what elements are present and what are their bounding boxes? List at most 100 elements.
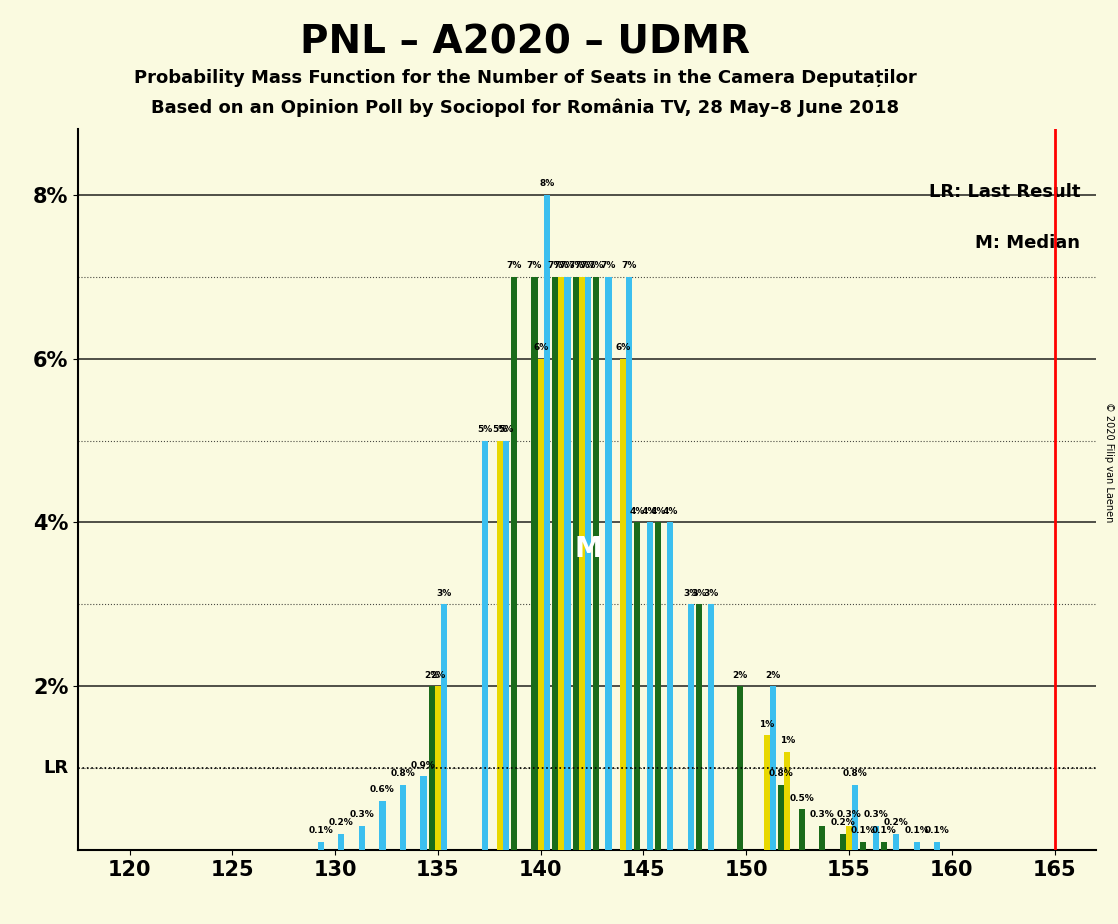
Bar [893,833,899,850]
Text: 0.3%: 0.3% [863,810,888,819]
Bar [667,522,673,850]
Text: 0.8%: 0.8% [390,769,416,778]
Text: 0.8%: 0.8% [769,769,794,778]
Text: 1%: 1% [759,720,775,729]
Bar [359,825,364,850]
Text: 4%: 4% [642,507,657,516]
Text: 6%: 6% [533,343,548,352]
Bar [420,776,427,850]
Bar [496,441,503,850]
Text: 0.1%: 0.1% [925,826,950,835]
Bar [428,687,435,850]
Bar [819,825,825,850]
Bar [440,604,447,850]
Bar [503,441,509,850]
Text: 3%: 3% [703,589,719,598]
Text: M: Median: M: Median [975,234,1080,252]
Text: 4%: 4% [651,507,665,516]
Text: 1%: 1% [779,736,795,746]
Bar [646,522,653,850]
Text: 5%: 5% [499,425,513,434]
Bar [861,842,866,850]
Text: 0.2%: 0.2% [831,818,855,827]
Bar [558,277,565,850]
Bar [511,277,517,850]
Text: 0.1%: 0.1% [904,826,929,835]
Bar [585,277,591,850]
Text: PNL – A2020 – UDMR: PNL – A2020 – UDMR [301,23,750,61]
Bar [913,842,920,850]
Text: 7%: 7% [580,261,596,270]
Text: 7%: 7% [588,261,604,270]
Text: 4%: 4% [663,507,678,516]
Bar [339,833,344,850]
Text: 0.8%: 0.8% [843,769,868,778]
Text: 2%: 2% [424,671,439,680]
Text: 0.2%: 0.2% [884,818,909,827]
Bar [565,277,570,850]
Text: 0.3%: 0.3% [809,810,835,819]
Text: 6%: 6% [615,343,631,352]
Text: 2%: 2% [430,671,446,680]
Text: 7%: 7% [575,261,589,270]
Text: M: M [575,535,601,564]
Bar [579,277,585,850]
Bar [655,522,661,850]
Bar [594,277,599,850]
Bar [695,604,702,850]
Bar [840,833,846,850]
Text: 7%: 7% [568,261,584,270]
Bar [606,277,612,850]
Bar [572,277,579,850]
Bar [435,687,440,850]
Bar [770,687,776,850]
Bar [538,359,543,850]
Text: 0.6%: 0.6% [370,785,395,795]
Text: 0.1%: 0.1% [851,826,875,835]
Text: 5%: 5% [492,425,508,434]
Text: 7%: 7% [600,261,616,270]
Bar [400,784,406,850]
Text: 0.1%: 0.1% [309,826,333,835]
Text: 7%: 7% [527,261,542,270]
Bar [543,195,550,850]
Text: 3%: 3% [436,589,452,598]
Bar [552,277,558,850]
Bar [688,604,694,850]
Text: 7%: 7% [548,261,562,270]
Bar [318,842,324,850]
Text: 2%: 2% [732,671,748,680]
Bar [737,687,743,850]
Bar [531,277,538,850]
Bar [708,604,714,850]
Bar [935,842,940,850]
Text: © 2020 Filip van Laenen: © 2020 Filip van Laenen [1105,402,1114,522]
Bar [852,784,859,850]
Text: 0.3%: 0.3% [350,810,375,819]
Text: Based on an Opinion Poll by Sociopol for România TV, 28 May–8 June 2018: Based on an Opinion Poll by Sociopol for… [151,99,900,117]
Text: 0.1%: 0.1% [872,826,897,835]
Text: 5%: 5% [477,425,493,434]
Text: 0.5%: 0.5% [789,794,814,803]
Text: 7%: 7% [560,261,575,270]
Text: 0.9%: 0.9% [411,760,436,770]
Bar [798,809,805,850]
Bar [482,441,489,850]
Text: 7%: 7% [553,261,569,270]
Bar [379,801,386,850]
Bar [626,277,632,850]
Text: 7%: 7% [622,261,637,270]
Bar [778,784,784,850]
Text: 3%: 3% [691,589,707,598]
Text: 2%: 2% [766,671,780,680]
Text: 0.3%: 0.3% [836,810,861,819]
Bar [619,359,626,850]
Bar [873,825,879,850]
Text: LR: Last Result: LR: Last Result [929,183,1080,201]
Text: 3%: 3% [683,589,699,598]
Bar [881,842,887,850]
Text: 4%: 4% [629,507,645,516]
Bar [784,752,790,850]
Text: Probability Mass Function for the Number of Seats in the Camera Deputaților: Probability Mass Function for the Number… [134,69,917,87]
Bar [764,736,770,850]
